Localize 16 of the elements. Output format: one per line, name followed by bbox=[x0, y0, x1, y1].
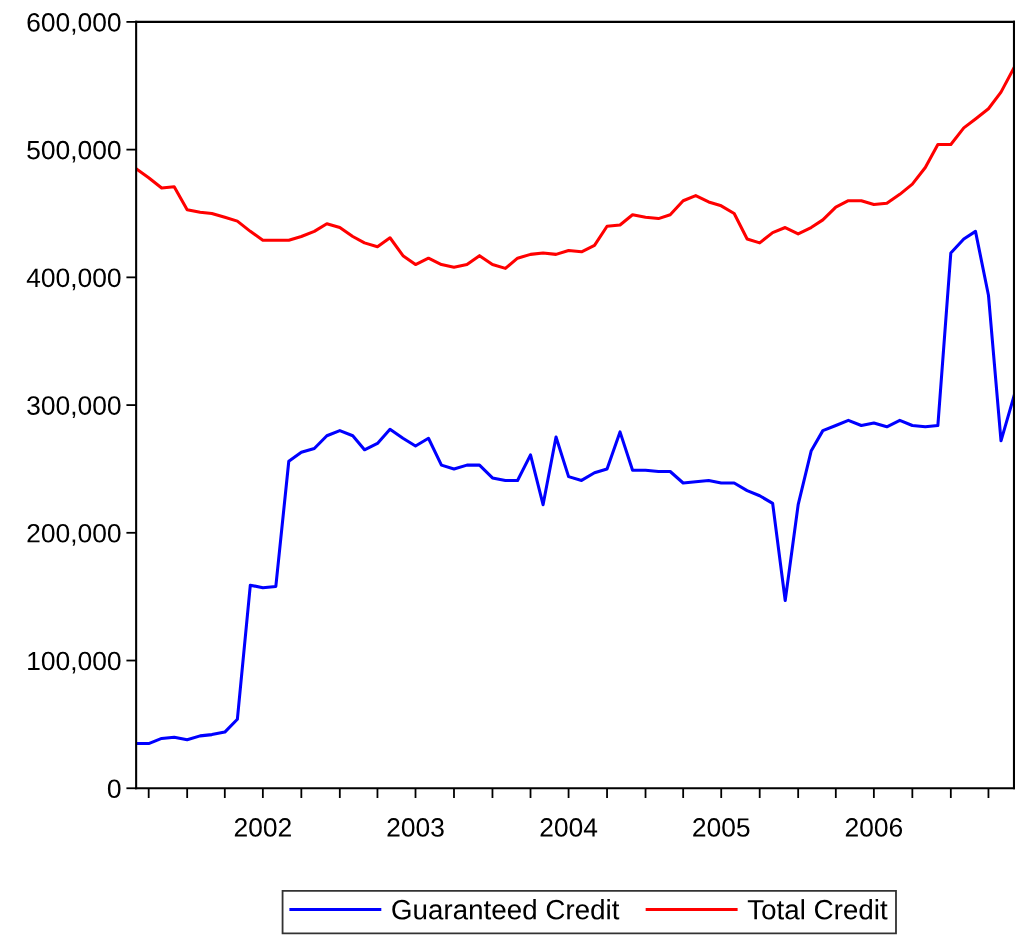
line-series bbox=[136, 66, 1014, 270]
y-tick-label: 100,000 bbox=[28, 651, 121, 674]
legend-label: Total Credit bbox=[747, 899, 888, 920]
x-tick-label: 2004 bbox=[540, 818, 598, 837]
y-tick-label: 0 bbox=[107, 779, 121, 799]
x-tick-label: 2005 bbox=[693, 818, 750, 837]
x-tick-label: 2006 bbox=[845, 818, 903, 837]
legend-label: Guaranteed Credit bbox=[392, 899, 620, 920]
y-tick-label: 500,000 bbox=[27, 140, 121, 163]
line-series bbox=[136, 229, 1014, 746]
y-tick-label: 400,000 bbox=[26, 268, 121, 291]
y-tick-label: 600,000 bbox=[27, 13, 121, 35]
y-tick-label: 300,000 bbox=[27, 396, 121, 419]
y-tick-label: 200,000 bbox=[27, 523, 121, 546]
x-tick-label: 2003 bbox=[387, 818, 444, 837]
x-tick-label: 2002 bbox=[234, 818, 291, 837]
